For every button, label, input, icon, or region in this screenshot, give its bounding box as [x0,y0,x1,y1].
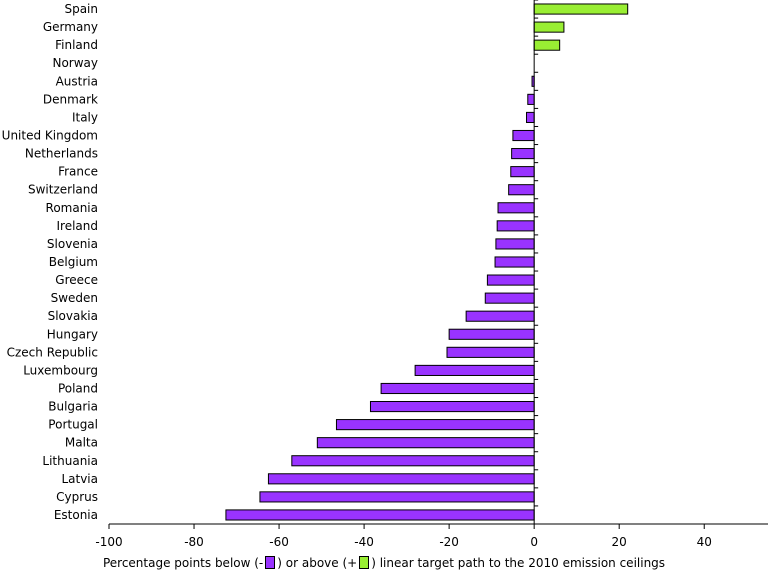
y-tick-label: Austria [56,74,98,88]
bar [486,274,535,286]
y-tick-label: Slovakia [48,309,98,323]
bar [316,437,535,449]
y-tick-label: Hungary [47,327,98,341]
y-tick-label: Lithuania [42,454,98,468]
bar [494,256,535,268]
y-tick-label: France [58,165,98,179]
bar-chart: Spain Germany Finland Norway Austria Denmark I… [2,0,768,549]
bar [225,509,535,521]
bar [414,364,535,376]
bar [496,220,535,232]
y-tick-label: Ireland [56,219,98,233]
bar [380,382,535,395]
bar [533,39,561,51]
bar [465,310,535,322]
y-tick-label: Latvia [61,472,98,486]
y-tick-label: Bulgaria [48,400,98,414]
y-tick-label: Netherlands [25,147,98,161]
x-tick-label: 0 [530,535,538,549]
y-tick-label: Slovenia [47,237,98,251]
y-tick-label: Denmark [43,92,98,106]
bar [497,202,535,214]
y-tick-label: Estonia [54,508,98,522]
negative-legend-swatch [265,556,276,569]
x-axis-label-part-1: Percentage points below (- [102,556,264,570]
y-tick-label: Norway [52,56,98,70]
bar [291,455,535,467]
y-tick-label: Finland [55,38,98,52]
bar [446,346,535,358]
y-tick-label: Malta [65,436,98,450]
x-tick-label: 20 [612,535,627,549]
positive-legend-swatch [359,556,370,569]
x-axis-label-part-3: ) linear target path to the 2010 emissio… [371,556,666,570]
bar [512,129,535,142]
bar [510,166,535,178]
y-tick-label: Greece [55,273,98,287]
y-tick-label: Romania [46,201,98,215]
x-tick-label: -20 [439,535,459,549]
bar [526,111,535,124]
y-tick-label: Czech Republic [7,345,98,359]
bar [369,400,535,413]
y-tick-label: Germany [43,20,98,34]
y-tick-label: Switzerland [28,183,98,197]
bar [335,419,535,431]
x-tick-label: -40 [354,535,374,549]
bar [511,148,535,160]
y-tick-label: Cyprus [56,490,98,504]
bar [448,328,535,340]
y-tick-label: Poland [58,381,98,395]
bar [533,3,629,15]
y-tick-label: Italy [72,110,98,124]
x-tick-label: -100 [95,535,122,549]
bar [527,93,535,105]
y-tick-label: United Kingdom [2,129,98,143]
y-tick-label: Sweden [51,291,98,305]
bar [267,473,535,485]
bar [508,184,535,196]
bar [484,292,535,304]
x-tick-label: -80 [184,535,204,549]
bar [495,238,535,250]
x-axis-label: Percentage points below (- ) or above (+)… [0,556,768,570]
x-tick-label: 40 [697,535,712,549]
y-tick-label: Portugal [48,418,98,432]
bar [259,491,535,503]
x-tick-label: -60 [269,535,289,549]
y-tick-label: Luxembourg [23,363,98,377]
y-tick-label: Spain [64,2,98,16]
y-tick-label: Belgium [49,255,98,269]
bar [533,21,565,33]
x-axis-label-part-2: ) or above (+ [277,556,358,570]
